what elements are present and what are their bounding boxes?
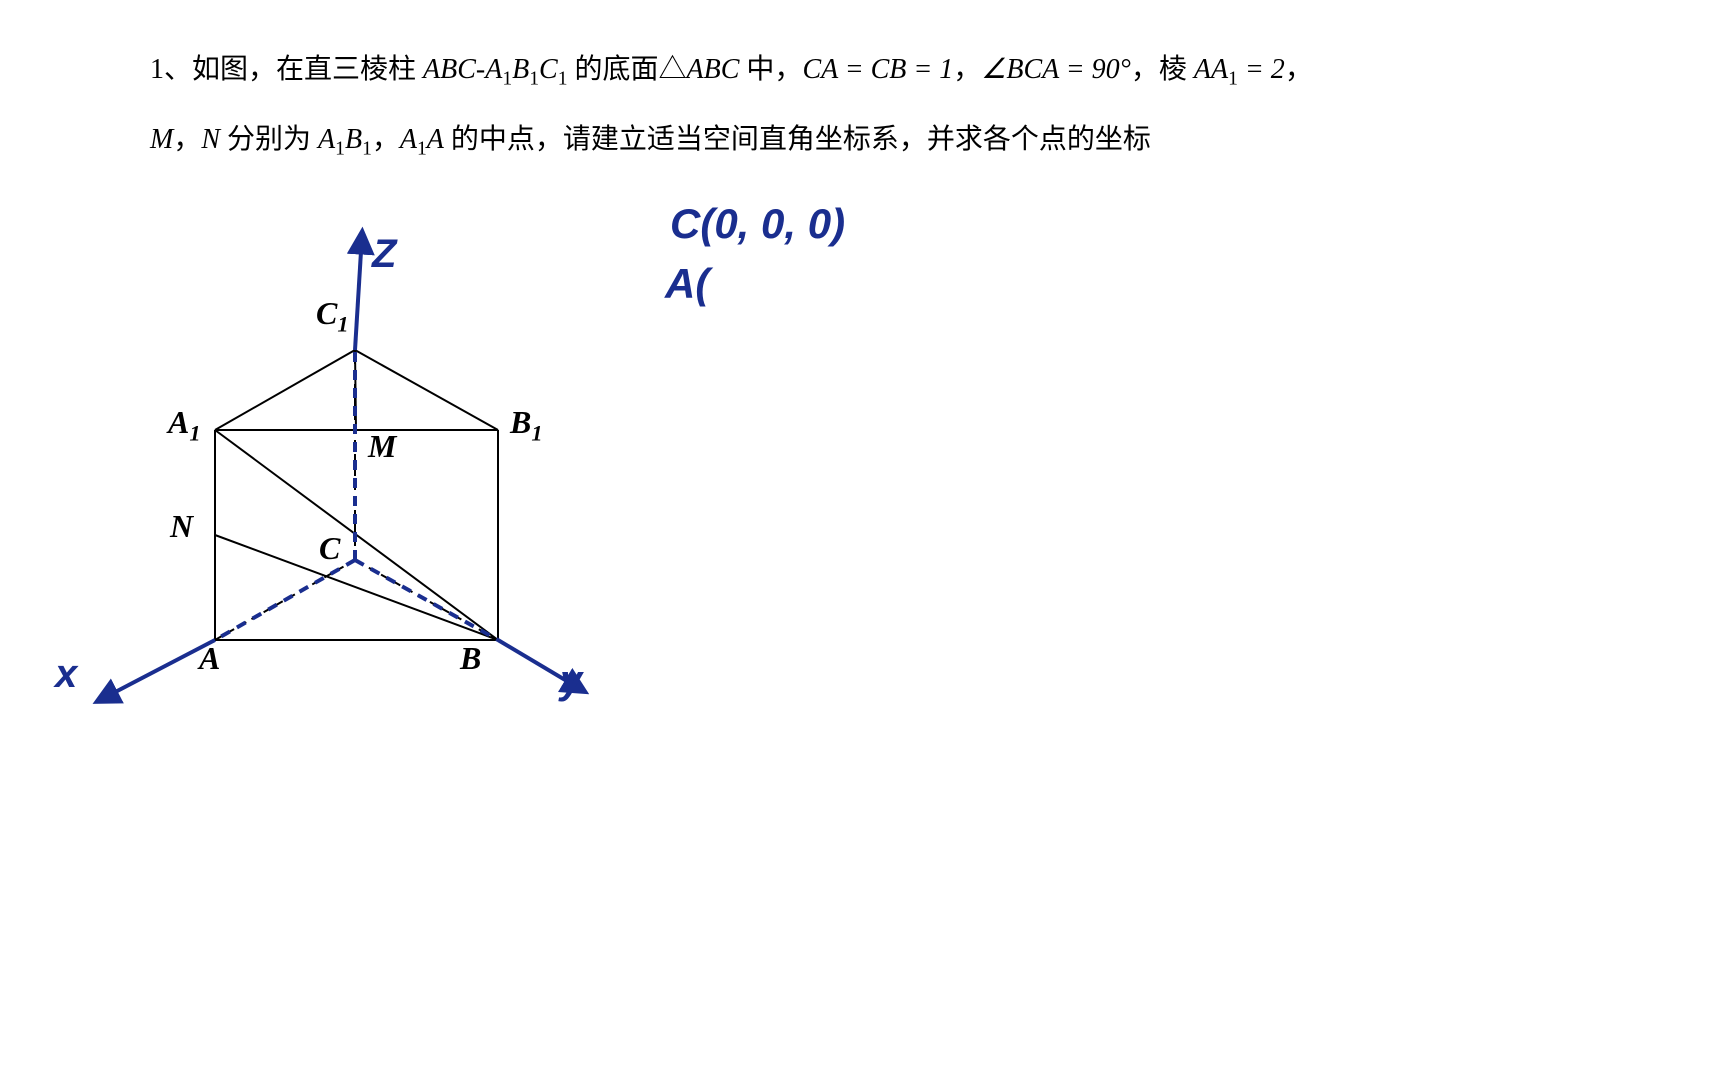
text: CA = CB = 1	[802, 54, 953, 85]
text: 中，	[739, 54, 802, 85]
annotation-a-start: A(	[665, 260, 709, 308]
label-N: N	[170, 508, 193, 545]
label-C: C	[319, 530, 340, 567]
axis-label-z: Z	[372, 232, 396, 277]
label-B: B	[460, 640, 481, 677]
label-B1: B1	[510, 404, 543, 446]
text: 1	[1228, 69, 1238, 90]
label-C1: C1	[316, 295, 349, 337]
prism-diagram	[0, 0, 700, 800]
text: ，	[1285, 54, 1313, 85]
text: AA	[1194, 54, 1228, 85]
text: ∠BCA = 90°	[981, 54, 1131, 85]
text: ，	[953, 54, 981, 85]
text: ，棱	[1131, 54, 1194, 85]
axis-label-y: y	[560, 658, 582, 703]
label-A: A	[199, 640, 220, 677]
annotation-c-coord: C(0, 0, 0)	[670, 200, 845, 248]
label-A1: A1	[168, 404, 201, 446]
label-M: M	[368, 428, 396, 465]
text: = 2	[1238, 54, 1285, 85]
axis-label-x: x	[55, 652, 77, 697]
